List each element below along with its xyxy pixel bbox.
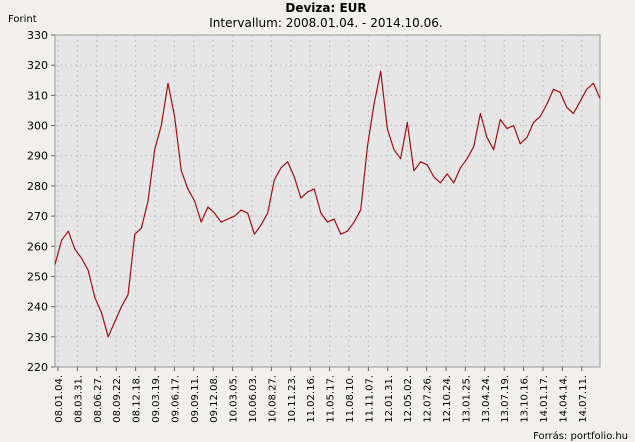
y-tick-label: 290: [27, 150, 48, 163]
x-tick-label: 10.06.03.: [248, 375, 259, 423]
x-tick-label: 12.01.31.: [384, 375, 395, 423]
x-tick-label: 08.09.22.: [112, 375, 123, 423]
x-tick-label: 08.06.27.: [93, 375, 104, 423]
x-tick-label: 09.03.19.: [151, 375, 162, 423]
x-tick-label: 12.05.02.: [403, 375, 414, 423]
x-tick-label: 13.01.25.: [461, 375, 472, 423]
x-tick-label: 13.04.24.: [481, 375, 492, 423]
y-tick-label: 220: [27, 361, 48, 374]
y-tick-label: 260: [27, 240, 48, 253]
x-tick-label: 14.01.17.: [539, 375, 550, 423]
x-tick-label: 13.07.19.: [500, 375, 511, 423]
source-credit: Forrás: portfolio.hu: [533, 430, 628, 442]
y-tick-label: 330: [27, 29, 48, 42]
y-tick-label: 280: [27, 180, 48, 193]
x-tick-label: 14.04.14.: [558, 375, 569, 423]
x-tick-label: 08.01.04.: [54, 375, 65, 423]
x-tick-label: 10.08.27.: [267, 375, 278, 423]
x-tick-label: 08.12.18.: [132, 375, 143, 423]
y-tick-label: 270: [27, 210, 48, 223]
y-tick-label: 300: [27, 120, 48, 133]
x-tick-label: 10.11.23.: [287, 375, 298, 423]
y-axis-ticks: 220 230 240 250 260 270 280 290 300 310 320 330: [27, 29, 55, 374]
x-tick-label: 12.07.26.: [423, 375, 434, 423]
x-axis-ticks: 08.01.04. 08.03.31. 08.06.27. 08.09.22. 08.1…: [54, 367, 589, 423]
x-tick-label: 14.07.11.: [578, 375, 589, 423]
series-line: [54, 70, 601, 338]
y-axis-label: Forint: [8, 14, 37, 25]
chart-title: Deviza: EUR: [285, 1, 366, 15]
x-tick-label: 11.05.17.: [326, 375, 337, 423]
y-tick-label: 230: [27, 331, 48, 344]
x-tick-label: 08.03.31.: [73, 375, 84, 423]
x-tick-label: 11.08.10.: [345, 375, 356, 423]
x-tick-label: 11.11.07.: [364, 375, 375, 423]
x-tick-label: 13.10.16.: [520, 375, 531, 423]
y-tick-label: 320: [27, 59, 48, 72]
y-tick-label: 310: [27, 89, 48, 102]
gridlines: [55, 35, 600, 367]
y-tick-label: 240: [27, 301, 48, 314]
x-tick-label: 09.06.17.: [170, 375, 181, 423]
x-tick-label: 12.10.24.: [442, 375, 453, 423]
x-tick-label: 09.09.11.: [190, 375, 201, 423]
series-layer: [54, 70, 601, 338]
y-tick-label: 250: [27, 270, 48, 283]
x-tick-label: 11.02.16.: [306, 375, 317, 423]
x-tick-label: 10.03.05.: [229, 375, 240, 423]
x-tick-label: 09.12.08.: [209, 375, 220, 423]
plot-area: [54, 34, 601, 368]
chart-subtitle: Intervallum: 2008.01.04. - 2014.10.06.: [209, 16, 442, 30]
